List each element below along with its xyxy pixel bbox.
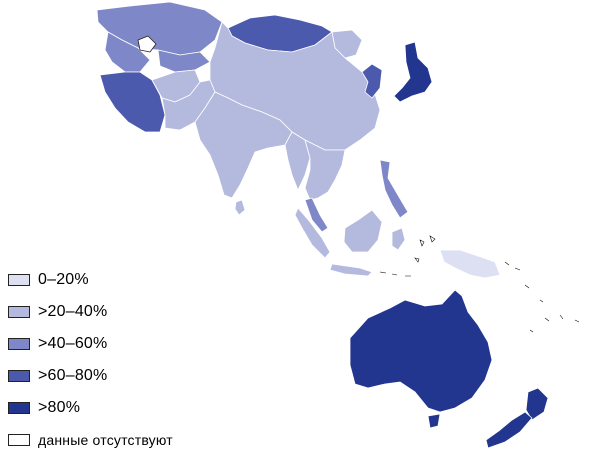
legend-swatch-20-40 bbox=[8, 306, 30, 318]
legend-item-40-60: >40–60% bbox=[8, 334, 107, 354]
region-new-zealand-north bbox=[525, 387, 549, 421]
legend-label-80-plus: >80% bbox=[38, 399, 81, 416]
region-australia bbox=[349, 289, 493, 413]
legend-label-0-20: 0–20% bbox=[38, 271, 89, 288]
island-outlines bbox=[379, 235, 580, 333]
region-sumatra bbox=[294, 207, 331, 259]
region-korea bbox=[361, 63, 383, 99]
legend-label-60-80: >60–80% bbox=[38, 367, 108, 384]
region-myanmar bbox=[284, 131, 311, 191]
legend-item-0-20: 0–20% bbox=[8, 270, 89, 290]
legend-item-60-80: >60–80% bbox=[8, 366, 107, 386]
region-new-guinea bbox=[439, 249, 501, 279]
region-kyrgyz-tajik bbox=[157, 49, 211, 73]
region-java bbox=[329, 263, 373, 277]
legend-item-20-40: >20–40% bbox=[8, 302, 107, 322]
region-new-zealand-south bbox=[485, 411, 533, 449]
region-no-data-caspian bbox=[137, 35, 157, 53]
legend-swatch-60-80 bbox=[8, 370, 30, 382]
region-sulawesi bbox=[391, 227, 406, 251]
region-india bbox=[194, 91, 293, 199]
region-indochina bbox=[304, 139, 346, 201]
legend-label-20-40: >20–40% bbox=[38, 303, 108, 320]
region-philippines bbox=[379, 159, 409, 219]
legend-swatch-80-plus bbox=[8, 402, 30, 414]
legend-item-80-plus: >80% bbox=[8, 398, 80, 418]
legend-label-no-data: данные отсутствуют bbox=[38, 432, 173, 448]
legend-item-no-data: данные отсутствуют bbox=[8, 430, 173, 450]
legend-swatch-0-20 bbox=[8, 274, 30, 286]
region-iran bbox=[99, 71, 166, 133]
region-malaya bbox=[304, 197, 329, 233]
region-sri-lanka bbox=[234, 199, 246, 216]
region-tasmania bbox=[427, 413, 441, 429]
legend-swatch-40-60 bbox=[8, 338, 30, 350]
region-borneo bbox=[343, 209, 383, 253]
legend-swatch-no-data bbox=[8, 434, 30, 446]
region-japan bbox=[393, 41, 433, 103]
legend-label-40-60: >40–60% bbox=[38, 335, 108, 352]
